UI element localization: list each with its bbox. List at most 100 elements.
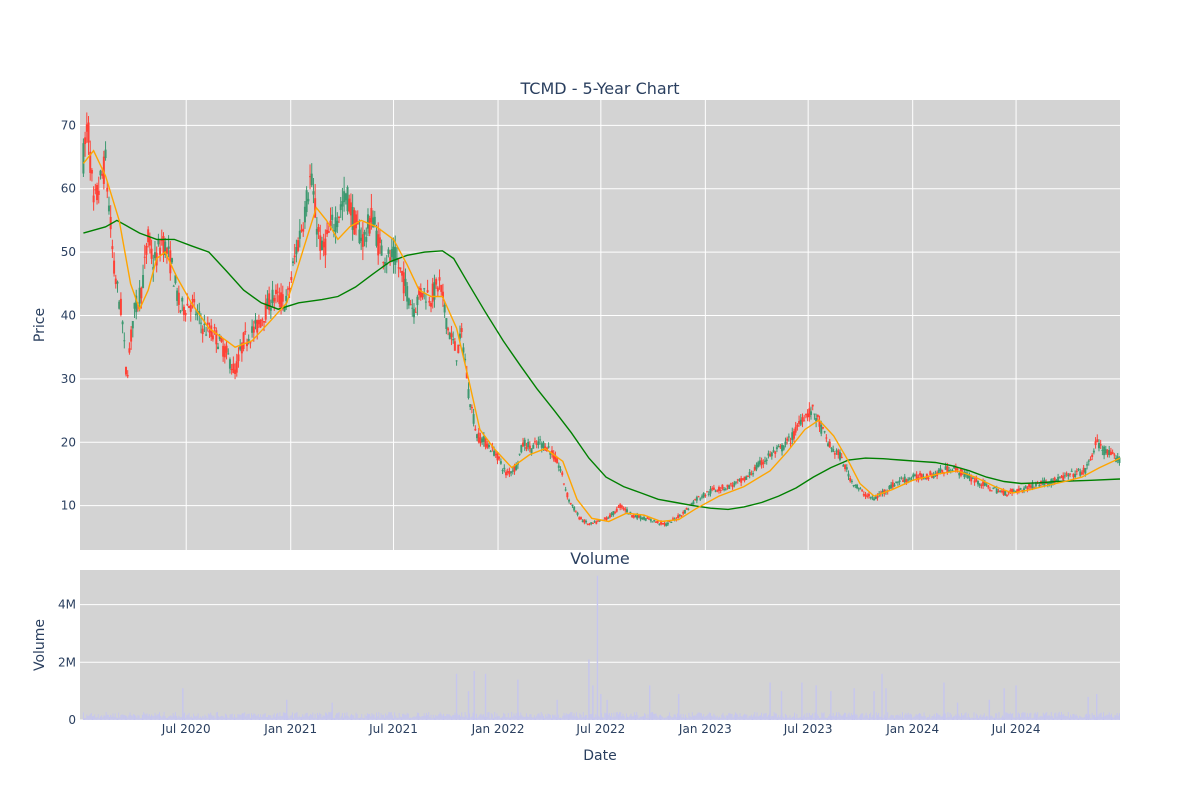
volume-bar xyxy=(1068,717,1070,720)
price-candle-body xyxy=(939,468,942,472)
volume-bar xyxy=(829,714,831,720)
volume-bar xyxy=(90,713,92,720)
volume-bar xyxy=(257,714,259,720)
volume-bar xyxy=(980,714,982,720)
volume-bar xyxy=(253,713,255,720)
price-candle-body xyxy=(317,227,320,232)
price-candle-body xyxy=(499,461,502,464)
price-candle-body xyxy=(366,214,369,229)
volume-bar xyxy=(857,718,859,720)
volume-bar xyxy=(527,716,529,720)
volume-bar xyxy=(174,712,176,720)
price-candle-body xyxy=(106,187,109,192)
volume-bar xyxy=(741,716,743,720)
price-candle-body xyxy=(487,444,490,448)
price-candle-body xyxy=(1084,468,1087,474)
volume-bar xyxy=(241,713,243,720)
volume-bar xyxy=(837,716,839,720)
price-candle-body xyxy=(1016,489,1019,492)
price-candle-body xyxy=(148,237,151,246)
price-candle-body xyxy=(252,326,255,333)
volume-bar xyxy=(413,716,415,720)
volume-bar xyxy=(623,715,625,720)
volume-bar xyxy=(783,718,785,720)
volume-bar xyxy=(629,715,631,720)
volume-bar xyxy=(983,713,985,720)
price-candle-body xyxy=(390,249,393,258)
volume-bar xyxy=(634,715,636,720)
volume-bar xyxy=(124,715,126,720)
volume-bar xyxy=(453,715,455,720)
volume-bar xyxy=(207,713,209,720)
volume-bar xyxy=(173,715,175,720)
price-candle-body xyxy=(835,450,838,452)
price-candle-body xyxy=(762,462,765,464)
volume-bar xyxy=(433,717,435,720)
price-candle-body xyxy=(995,488,998,494)
volume-bar xyxy=(756,712,758,720)
volume-bar xyxy=(144,713,146,720)
volume-bar xyxy=(498,715,500,720)
price-candle-body xyxy=(1108,450,1111,456)
volume-bar xyxy=(571,712,573,720)
price-candle-body xyxy=(470,407,473,409)
volume-bar xyxy=(159,712,161,720)
price-candle-body xyxy=(551,450,554,454)
volume-bar xyxy=(436,716,438,720)
volume-bar xyxy=(720,718,722,720)
volume-bar xyxy=(240,714,242,720)
volume-bar xyxy=(579,713,581,720)
volume-bar xyxy=(940,716,942,720)
volume-bar xyxy=(712,716,714,720)
price-candle-body xyxy=(1046,481,1049,485)
volume-bar xyxy=(506,717,508,720)
volume-bar xyxy=(510,717,512,720)
volume-bar xyxy=(667,715,669,720)
price-candle-body xyxy=(150,248,153,259)
price-candle-body xyxy=(99,170,102,176)
volume-bar xyxy=(218,716,220,720)
price-candle-body xyxy=(608,514,611,518)
volume-bar xyxy=(724,717,726,720)
volume-bar-spike xyxy=(988,699,991,720)
price-candle-body xyxy=(1104,449,1107,454)
volume-bar xyxy=(702,716,704,720)
volume-bar xyxy=(237,714,239,720)
volume-bar xyxy=(856,714,858,720)
price-candle-body xyxy=(218,335,221,340)
price-y-tick-label: 20 xyxy=(61,435,76,449)
volume-bar xyxy=(633,712,635,720)
volume-bar xyxy=(105,711,107,720)
volume-bar xyxy=(535,717,537,720)
price-candle-body xyxy=(946,466,949,473)
volume-bar-spike xyxy=(517,679,519,720)
price-candle-body xyxy=(607,517,610,519)
volume-bar xyxy=(684,714,686,720)
volume-bar xyxy=(567,714,569,720)
price-candle-body xyxy=(1067,474,1070,477)
volume-bar xyxy=(974,717,976,720)
price-candle-body xyxy=(293,255,296,258)
volume-bar xyxy=(959,716,961,720)
price-candle-body xyxy=(624,508,627,511)
price-candle-body xyxy=(271,289,274,303)
price-candle-body xyxy=(220,337,223,342)
volume-bar xyxy=(740,716,742,720)
volume-bar xyxy=(502,716,504,720)
price-candle-body xyxy=(649,519,652,521)
volume-bar xyxy=(340,715,342,720)
volume-bar xyxy=(1043,714,1045,720)
price-candle-body xyxy=(971,477,974,479)
volume-bar-spike xyxy=(881,673,883,720)
volume-bar xyxy=(221,715,223,720)
price-candle-body xyxy=(786,438,789,441)
price-candle-body xyxy=(251,326,254,333)
volume-y-tick-label: 4M xyxy=(58,598,76,612)
volume-bar-spike xyxy=(455,673,458,720)
price-candle-body xyxy=(721,484,724,489)
price-candle-body xyxy=(346,187,349,212)
volume-bar xyxy=(246,714,248,720)
volume-bar xyxy=(550,718,552,720)
volume-bar xyxy=(573,713,575,720)
price-candle-body xyxy=(358,229,361,244)
